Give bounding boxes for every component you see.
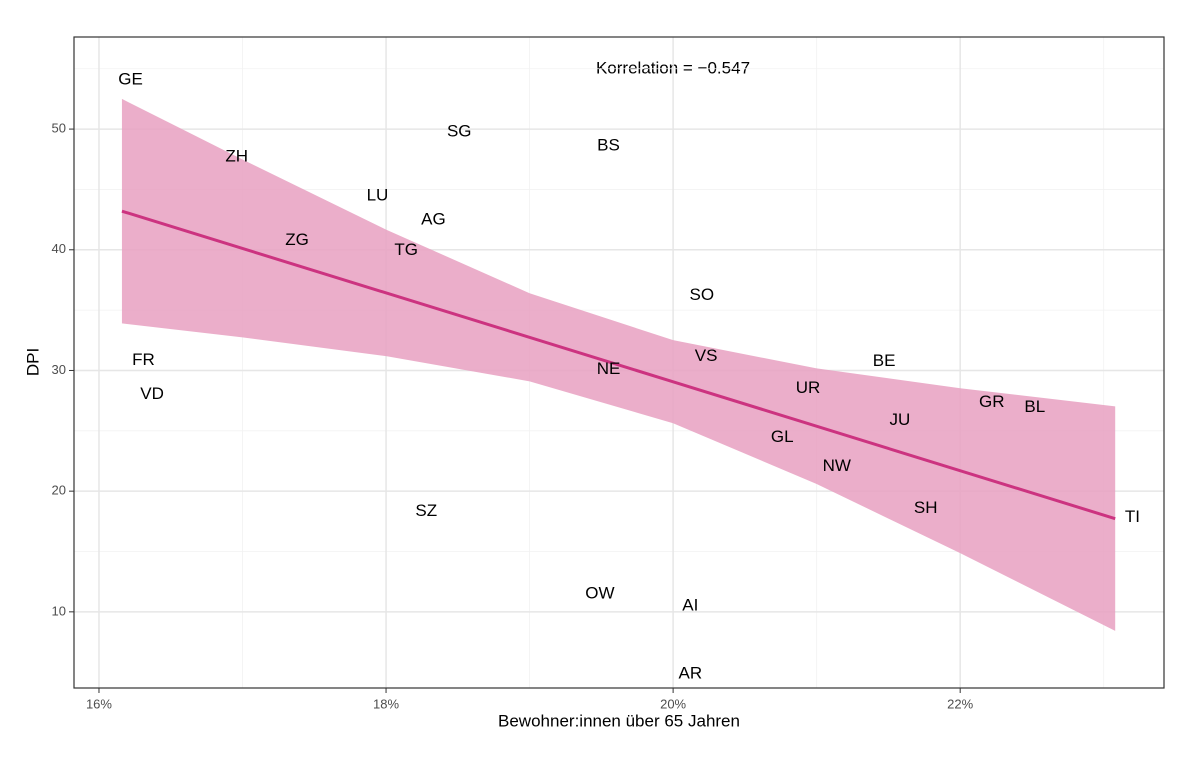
point-label: VD bbox=[140, 384, 164, 403]
point-label: SG bbox=[447, 122, 472, 141]
x-tick-label: 16% bbox=[86, 696, 112, 711]
point-label: GL bbox=[771, 427, 794, 446]
point-label: OW bbox=[585, 583, 614, 602]
point-label: BS bbox=[597, 136, 620, 155]
point-label: GE bbox=[118, 69, 143, 88]
point-label: LU bbox=[367, 186, 389, 205]
point-label: VS bbox=[695, 346, 718, 365]
y-tick-label: 10 bbox=[52, 603, 66, 618]
point-label: SH bbox=[914, 498, 938, 517]
point-label: AI bbox=[682, 595, 698, 614]
point-label: JU bbox=[890, 410, 911, 429]
point-label: BE bbox=[873, 351, 896, 370]
point-label: FR bbox=[132, 350, 155, 369]
point-label: AR bbox=[679, 663, 703, 682]
point-label: SZ bbox=[415, 501, 437, 520]
point-label: UR bbox=[796, 378, 821, 397]
point-label: TG bbox=[394, 240, 418, 259]
point-label: BL bbox=[1024, 397, 1045, 416]
point-label: GR bbox=[979, 392, 1005, 411]
fit-line bbox=[121, 209, 1116, 521]
point-label: ZH bbox=[225, 147, 248, 166]
x-tick-label: 20% bbox=[660, 696, 686, 711]
y-tick-label: 40 bbox=[52, 241, 66, 256]
point-label: SO bbox=[690, 285, 715, 304]
point-label: ZG bbox=[285, 230, 309, 249]
y-tick-label: 50 bbox=[52, 121, 66, 136]
y-tick-label: 30 bbox=[52, 362, 66, 377]
point-label: NW bbox=[823, 456, 851, 475]
x-tick-label: 22% bbox=[947, 696, 973, 711]
panel-border bbox=[73, 36, 1165, 689]
x-tick-label: 18% bbox=[373, 696, 399, 711]
y-axis-label: DPI bbox=[23, 348, 42, 376]
y-tick-label: 20 bbox=[52, 483, 66, 498]
point-label: NE bbox=[597, 359, 621, 378]
point-label: AG bbox=[421, 210, 446, 229]
x-axis-label: Bewohner:innen über 65 Jahren bbox=[498, 711, 740, 730]
point-label: TI bbox=[1125, 507, 1140, 526]
